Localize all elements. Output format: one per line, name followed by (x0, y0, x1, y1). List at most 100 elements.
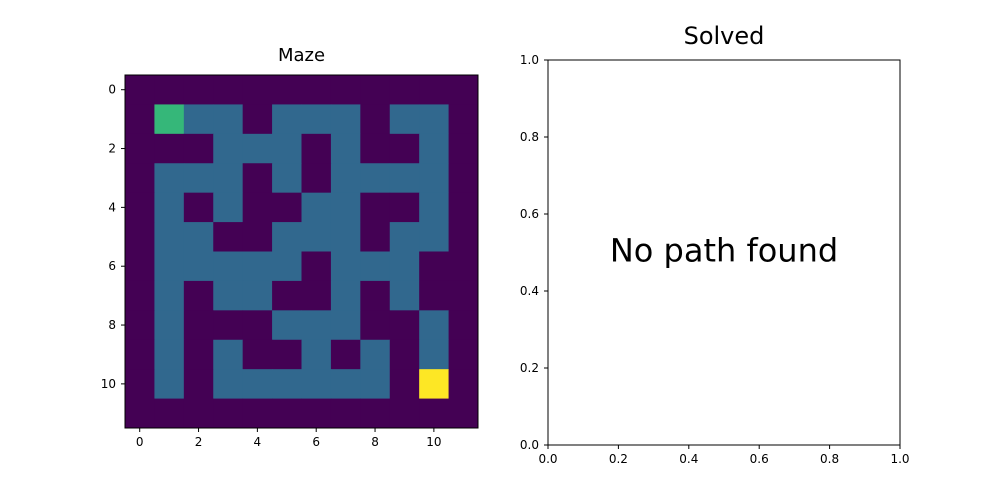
maze-x-tick-label: 2 (195, 435, 203, 449)
maze-cell (448, 133, 479, 164)
maze-cell (154, 75, 185, 105)
maze-cell (154, 133, 185, 164)
maze-cell (419, 398, 449, 429)
maze-cell (419, 339, 449, 370)
maze-cell (272, 104, 302, 135)
maze-cell (213, 133, 244, 164)
maze-cell (154, 369, 185, 399)
maze-cell (213, 280, 244, 311)
maze-cell (360, 163, 391, 194)
maze-y-tick-label: 6 (108, 259, 116, 273)
maze-x-ticks: 0 2 4 6 8 10 (136, 428, 442, 449)
maze-cell (213, 339, 244, 370)
maze-cell (125, 133, 155, 164)
maze-cell (301, 133, 332, 164)
solved-y-ticks: 0.0 0.2 0.4 0.6 0.8 1.0 (520, 53, 548, 452)
maze-cell (448, 75, 479, 105)
maze-cell (183, 75, 214, 105)
solved-y-tick-label: 1.0 (520, 53, 539, 67)
maze-cell (301, 280, 332, 311)
maze-cell (242, 398, 273, 429)
maze-cell (389, 310, 420, 341)
maze-cell (360, 192, 391, 223)
maze-x-tick-label: 4 (254, 435, 262, 449)
maze-cells (125, 75, 479, 429)
maze-cell (183, 192, 214, 223)
maze-cell (272, 163, 302, 194)
no-path-annotation: No path found (610, 232, 838, 270)
maze-y-tick-label: 10 (101, 377, 116, 391)
maze-cell (183, 133, 214, 164)
maze-y-ticks: 0 2 4 6 8 10 (101, 83, 125, 391)
maze-cell (448, 310, 479, 341)
maze-cell (154, 192, 185, 223)
solved-y-tick-label: 0.4 (520, 284, 539, 298)
maze-cell (360, 251, 391, 282)
maze-cell (448, 222, 479, 252)
maze-cell (213, 163, 244, 194)
maze-cell (213, 104, 244, 135)
maze-cell (125, 369, 155, 399)
maze-cell (330, 163, 361, 194)
maze-cell (213, 369, 244, 399)
maze-cell (448, 280, 479, 311)
maze-cell (183, 280, 214, 311)
maze-cell (301, 398, 332, 429)
maze-cell (154, 251, 185, 282)
maze-cell (125, 75, 155, 105)
maze-cell (242, 280, 273, 311)
maze-cell (330, 75, 361, 105)
maze-cell (419, 104, 449, 135)
maze-cell (389, 104, 420, 135)
maze-cell (154, 310, 185, 341)
maze-cell (448, 251, 479, 282)
maze-cell (330, 251, 361, 282)
maze-cell (389, 192, 420, 223)
maze-cell (360, 280, 391, 311)
maze-cell (330, 280, 361, 311)
maze-cell (125, 398, 155, 429)
maze-y-tick-label: 0 (108, 83, 116, 97)
maze-cell (419, 75, 449, 105)
maze-cell (154, 339, 185, 370)
maze-cell (301, 75, 332, 105)
maze-cell (213, 75, 244, 105)
maze-cell (272, 369, 302, 399)
maze-cell (360, 104, 391, 135)
maze-x-tick-label: 8 (371, 435, 379, 449)
maze-cell (301, 251, 332, 282)
maze-cell (360, 398, 391, 429)
maze-cell (360, 310, 391, 341)
maze-cell (301, 339, 332, 370)
maze-cell (301, 369, 332, 399)
solved-x-tick-label: 0.4 (679, 452, 698, 466)
maze-cell (448, 339, 479, 370)
maze-cell (125, 104, 155, 135)
maze-cell (448, 369, 479, 399)
solved-x-tick-label: 0.2 (609, 452, 628, 466)
maze-cell (360, 369, 391, 399)
maze-cell (301, 192, 332, 223)
maze-cell (389, 398, 420, 429)
maze-cell (272, 251, 302, 282)
maze-cell (448, 104, 479, 135)
maze-cell (448, 192, 479, 223)
maze-cell (154, 104, 185, 135)
maze-y-tick-label: 8 (108, 318, 116, 332)
solved-axes: Solved No path found 0.0 0.2 0.4 0.6 0.8 1.0 … (520, 22, 910, 466)
solved-y-tick-label: 0.0 (520, 438, 539, 452)
maze-cell (125, 280, 155, 311)
maze-cell (242, 222, 273, 252)
maze-cell (330, 310, 361, 341)
maze-cell (272, 222, 302, 252)
maze-cell (242, 310, 273, 341)
maze-cell (125, 192, 155, 223)
maze-cell (183, 398, 214, 429)
maze-cell (242, 75, 273, 105)
maze-cell (183, 251, 214, 282)
maze-cell (330, 192, 361, 223)
maze-cell (419, 163, 449, 194)
maze-cell (419, 310, 449, 341)
maze-cell (154, 398, 185, 429)
maze-cell (419, 251, 449, 282)
